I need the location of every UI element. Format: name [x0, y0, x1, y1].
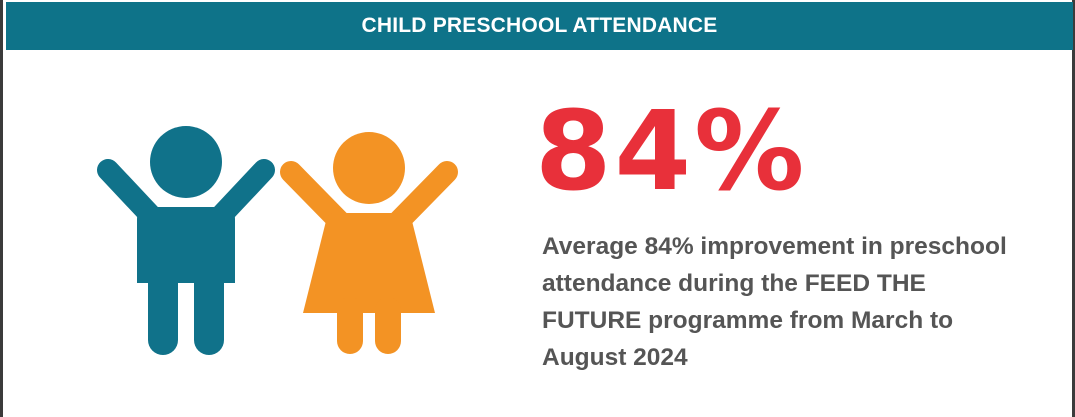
header-title: CHILD PRESCHOOL ATTENDANCE — [361, 14, 718, 37]
children-illustration — [97, 126, 458, 355]
girl-left-arm — [280, 161, 350, 232]
boy-leg-gap — [182, 285, 190, 355]
boy-figure-icon — [97, 126, 275, 355]
girl-head — [333, 132, 405, 204]
boy-head — [150, 126, 222, 198]
girl-dress — [303, 213, 435, 313]
girl-figure-icon — [280, 132, 458, 354]
stat-description: Average 84% improvement in preschool att… — [542, 233, 1007, 371]
stat-value: 84% — [535, 87, 808, 215]
header-bar: CHILD PRESCHOOL ATTENDANCE — [6, 2, 1073, 50]
girl-right-arm — [388, 161, 458, 232]
